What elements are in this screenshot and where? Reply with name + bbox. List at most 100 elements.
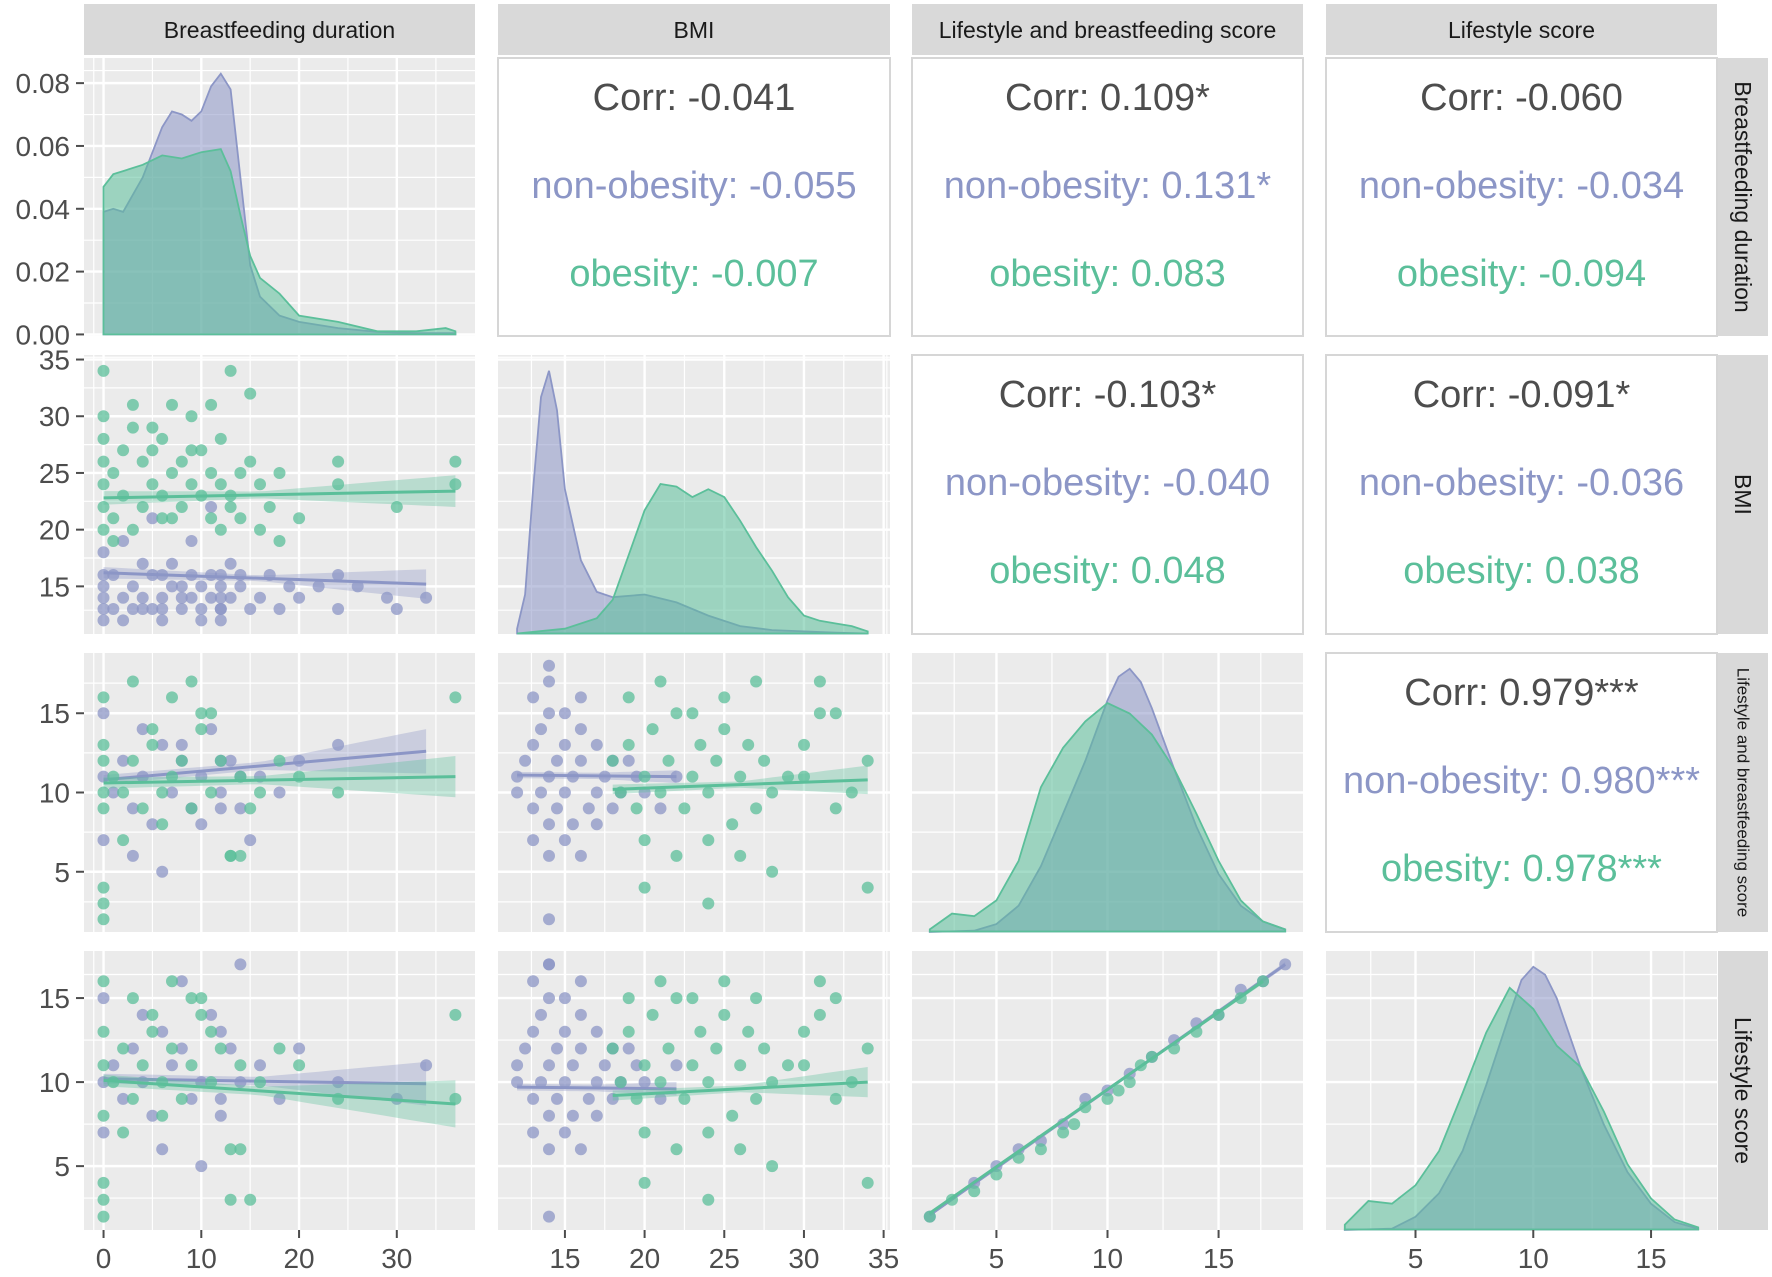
point-obesity — [234, 849, 247, 862]
point-obesity — [1101, 1092, 1114, 1105]
point-non-obesity — [543, 707, 555, 720]
point-obesity — [97, 1025, 110, 1038]
point-obesity — [97, 913, 110, 926]
point-obesity — [244, 387, 257, 400]
point-obesity — [185, 992, 198, 1005]
point-non-obesity — [214, 580, 227, 593]
point-obesity — [97, 410, 110, 423]
point-non-obesity — [224, 1042, 237, 1055]
point-obesity — [234, 512, 247, 525]
top-strip-2: Lifestyle and breastfeeding score — [912, 4, 1303, 55]
x-tick-label: 10 — [1518, 1243, 1549, 1274]
point-non-obesity — [175, 975, 188, 988]
point-non-obesity — [293, 1042, 306, 1055]
point-obesity — [97, 478, 110, 491]
point-non-obesity — [195, 603, 208, 615]
point-obesity — [97, 975, 110, 988]
top-strip-label: Lifestyle score — [1448, 17, 1595, 43]
point-non-obesity — [136, 603, 149, 615]
right-strip-bg — [1718, 58, 1768, 336]
point-obesity — [156, 432, 169, 445]
point-non-obesity — [273, 786, 286, 799]
point-obesity — [750, 802, 763, 815]
point-obesity — [630, 802, 643, 815]
point-obesity — [126, 992, 139, 1005]
point-obesity — [107, 535, 120, 547]
corr-panel-bg — [911, 57, 1304, 337]
panel-r0-c1: Corr: -0.041 non-obesity: -0.055 obesity: … — [497, 57, 891, 337]
point-obesity — [622, 691, 635, 704]
point-non-obesity — [535, 786, 547, 799]
point-obesity — [117, 786, 130, 799]
y-axis-row-3: 5 10 15 — [39, 983, 84, 1182]
point-non-obesity — [622, 1042, 635, 1055]
point-obesity — [244, 455, 257, 468]
point-non-obesity — [381, 591, 393, 604]
point-obesity — [205, 786, 218, 799]
point-obesity — [166, 770, 178, 783]
ci-ribbon-obesity — [103, 475, 456, 507]
point-obesity — [97, 881, 110, 894]
point-obesity — [205, 512, 218, 525]
point-obesity — [224, 1193, 237, 1206]
point-obesity — [1112, 1084, 1125, 1097]
point-non-obesity — [205, 1008, 218, 1021]
point-obesity — [702, 1076, 715, 1089]
y-tick-label: 10 — [39, 778, 70, 809]
y-tick-label: 20 — [39, 515, 70, 546]
point-obesity — [205, 398, 218, 411]
point-obesity — [97, 691, 110, 704]
point-obesity — [686, 770, 699, 783]
point-obesity — [146, 738, 159, 751]
point-obesity — [758, 1042, 771, 1055]
point-obesity — [117, 489, 130, 502]
point-obesity — [175, 1092, 188, 1105]
point-non-obesity — [527, 1126, 540, 1139]
fit-line-non-obesity — [517, 1085, 677, 1091]
corr-line-2: obesity: 0.083 — [989, 253, 1226, 295]
point-obesity — [254, 1076, 266, 1089]
point-obesity — [646, 1008, 659, 1021]
point-obesity — [273, 535, 286, 547]
point-obesity — [107, 467, 120, 479]
point-obesity — [638, 1176, 651, 1189]
corr-line-1: non-obesity: 0.131* — [944, 165, 1272, 207]
fit-line-obesity — [103, 1078, 456, 1106]
right-strip-label: BMI — [1730, 474, 1756, 515]
point-obesity — [126, 398, 139, 411]
point-non-obesity — [551, 754, 563, 767]
point-non-obesity — [146, 512, 159, 525]
point-obesity — [670, 992, 683, 1005]
point-non-obesity — [654, 1092, 667, 1105]
fit-line-non-obesity — [103, 749, 427, 782]
point-obesity — [686, 707, 699, 720]
ci-ribbon-obesity — [103, 756, 456, 798]
point-non-obesity — [574, 1143, 587, 1156]
point-non-obesity — [574, 1008, 587, 1021]
point-non-obesity — [107, 1059, 120, 1072]
right-strip-1: BMI — [1718, 355, 1768, 634]
point-obesity — [166, 975, 178, 988]
point-non-obesity — [511, 786, 524, 799]
top-strip-label: Lifestyle and breastfeeding score — [939, 17, 1277, 43]
fit-line-non-obesity — [103, 571, 427, 586]
point-non-obesity — [527, 975, 540, 988]
point-obesity — [702, 897, 715, 910]
point-non-obesity — [590, 818, 603, 831]
point-obesity — [829, 1092, 842, 1105]
point-non-obesity — [185, 591, 198, 604]
point-obesity — [185, 410, 198, 423]
point-non-obesity — [519, 1042, 532, 1055]
x-tick-label: 30 — [381, 1243, 412, 1274]
x-tick-label: 25 — [709, 1243, 740, 1274]
point-obesity — [742, 738, 755, 751]
point-obesity — [782, 770, 794, 783]
point-obesity — [195, 707, 208, 720]
point-obesity — [146, 1025, 159, 1038]
point-obesity — [990, 1168, 1003, 1181]
point-obesity — [136, 1059, 149, 1072]
point-obesity — [449, 478, 462, 491]
point-obesity — [678, 802, 691, 815]
point-non-obesity — [166, 580, 178, 593]
